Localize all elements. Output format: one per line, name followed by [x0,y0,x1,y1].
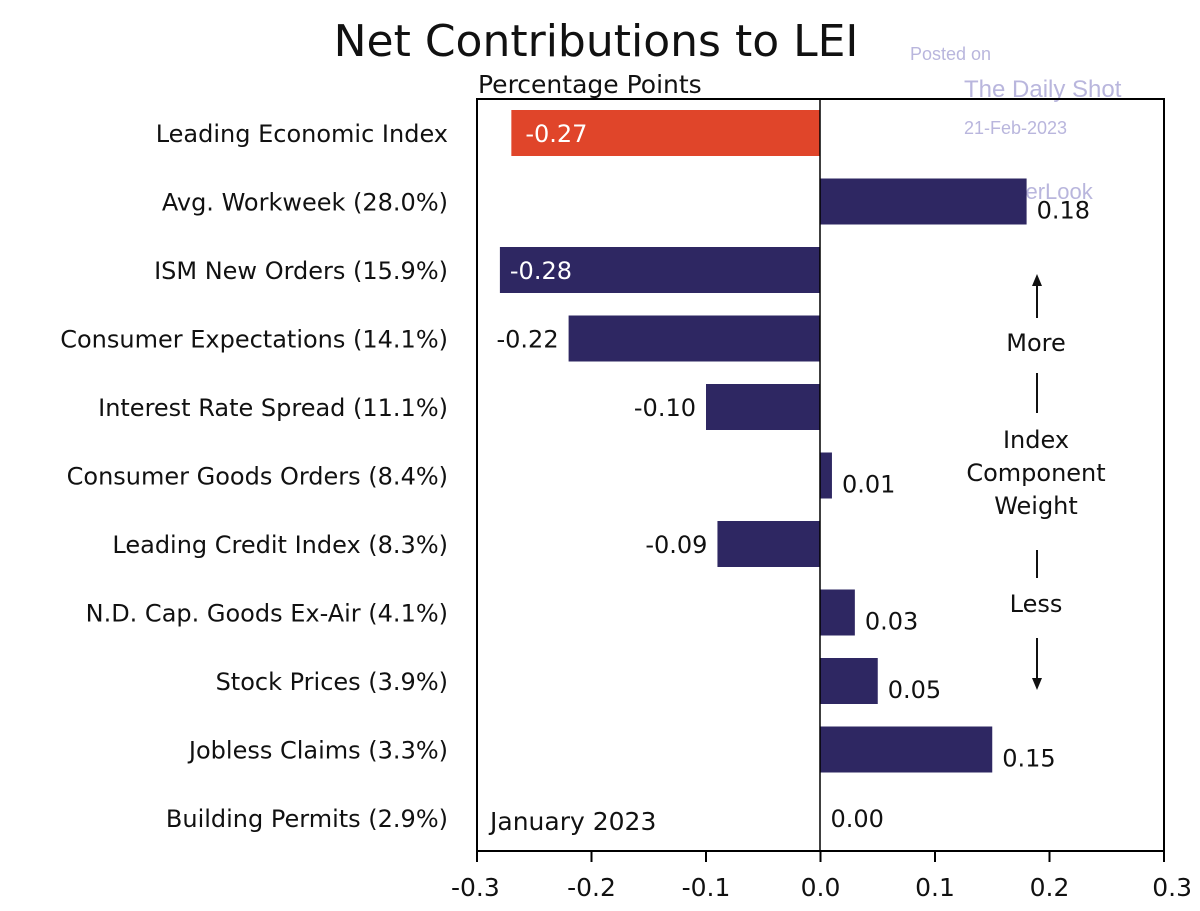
value-labels-group: -0.27 0.18 -0.28 -0.22 -0.10 0.01 -0.09 0.03 0.0… [496,120,1090,833]
bar [499,247,821,293]
value-label: -0.28 [510,257,572,285]
bar [820,726,993,773]
annotation-less: Less [1010,590,1063,618]
value-label: 0.00 [831,805,884,833]
annotation-component: Component [966,459,1105,487]
value-label: 0.18 [1037,197,1090,225]
annotation-index: Index [1003,426,1069,454]
value-label: 0.15 [1002,745,1055,773]
bar [820,452,832,499]
x-tick-label: 0.0 [801,873,841,902]
bar [717,521,821,567]
x-tick-label: 0.1 [915,873,955,902]
bar [820,178,1027,225]
arrow-down-head [1032,678,1042,690]
category-label: Leading Economic Index [156,120,448,148]
annotation-weight: Weight [994,492,1078,520]
value-label: 0.05 [888,676,941,704]
category-label: Consumer Goods Orders (8.4%) [67,463,448,491]
value-label: -0.27 [525,120,587,148]
x-tick-label: 0.2 [1030,873,1070,902]
category-label: N.D. Cap. Goods Ex-Air (4.1%) [86,600,448,628]
chart-subtitle: Percentage Points [478,70,702,99]
category-label: Avg. Workweek (28.0%) [162,189,448,217]
bars-group [499,110,1027,773]
category-label: Jobless Claims (3.3%) [187,737,448,765]
arrow-up-head [1032,274,1042,286]
category-label: ISM New Orders (15.9%) [154,257,448,285]
category-label: Building Permits (2.9%) [166,805,448,833]
watermark-date: 21-Feb-2023 [964,118,1067,138]
chart-title: Net Contributions to LEI [334,16,859,67]
x-tick-label: -0.3 [451,873,500,902]
bar [568,315,821,362]
category-label: Stock Prices (3.9%) [216,668,448,696]
x-tick-label: -0.2 [567,873,616,902]
value-label: -0.09 [645,531,707,559]
bar [820,589,855,636]
value-label: -0.22 [496,326,558,354]
x-axis: -0.3 -0.2 -0.1 0.0 0.1 0.2 0.3 [451,851,1192,902]
bar [820,658,878,704]
value-label: -0.10 [634,394,696,422]
category-label: Interest Rate Spread (11.1%) [98,394,448,422]
x-tick-label: -0.1 [682,873,731,902]
x-tick-label: 0.3 [1152,873,1192,902]
category-label: Consumer Expectations (14.1%) [60,326,448,354]
period-label: January 2023 [488,807,656,836]
bar [511,110,821,156]
value-label: 0.01 [842,471,895,499]
category-label: Leading Credit Index (8.3%) [112,531,448,559]
bar [706,384,821,430]
value-label: 0.03 [865,608,918,636]
watermark-posted-on: Posted on [910,44,991,64]
category-labels-group: Leading Economic Index Avg. Workweek (28.… [60,120,448,833]
weight-annotation: More Index Component Weight Less [966,274,1106,690]
annotation-more: More [1006,329,1066,357]
